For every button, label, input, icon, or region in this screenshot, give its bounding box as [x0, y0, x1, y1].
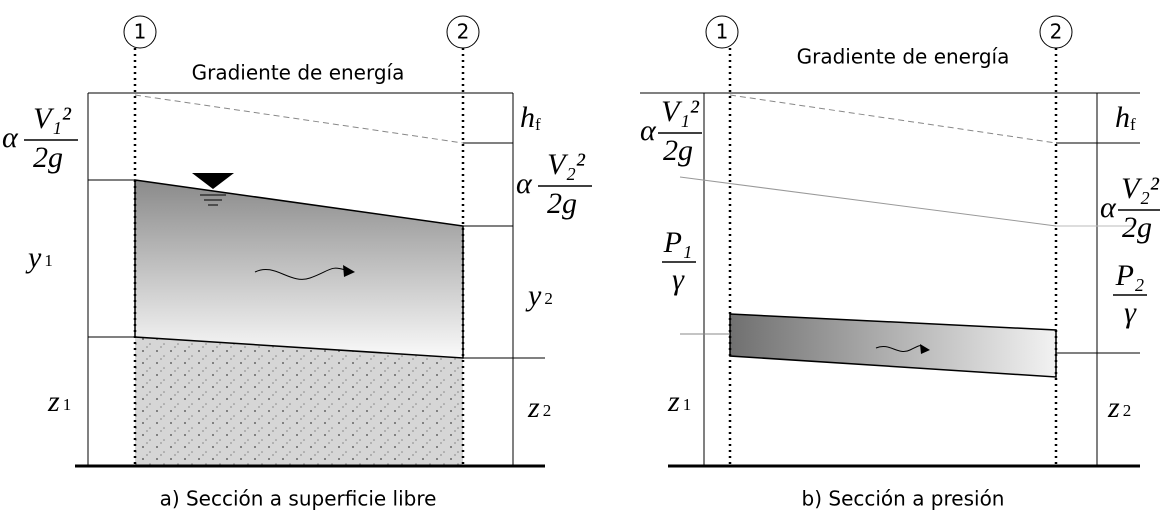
numerator: P₁ — [663, 226, 693, 259]
numerator: V₁² — [661, 95, 700, 128]
sub: 2 — [543, 401, 552, 420]
head-loss: hf — [1115, 101, 1136, 134]
alpha: α — [2, 121, 19, 154]
marker-label: 2 — [1050, 20, 1063, 44]
energy-label: Gradiente de energía — [192, 61, 405, 85]
denominator: 2g — [663, 134, 693, 167]
numerator: V₂² — [547, 148, 586, 181]
alpha: α — [640, 114, 657, 147]
panel-a: 1 2 Gradiente de energía α V₁² 2g hf α V… — [2, 16, 592, 511]
energy-label: Gradiente de energía — [797, 45, 1010, 69]
caption: a) Sección a superficie libre — [160, 487, 437, 511]
denominator: γ — [1124, 296, 1137, 329]
water-symbol — [192, 173, 234, 189]
denominator: 2g — [547, 187, 577, 220]
numerator: V₂² — [1121, 172, 1160, 205]
sub: 1 — [683, 395, 692, 414]
marker-label: 2 — [457, 20, 470, 44]
sub: f — [1130, 115, 1136, 134]
denominator: γ — [672, 263, 685, 296]
denominator: 2g — [1122, 211, 1152, 244]
piezometric-line — [680, 177, 1056, 226]
base: z — [527, 391, 540, 424]
base: y — [525, 279, 542, 312]
denominator: 2g — [33, 141, 63, 174]
water — [135, 180, 463, 358]
base: h — [1115, 101, 1130, 134]
sub: 1 — [44, 251, 53, 270]
base: z — [667, 385, 680, 418]
head-loss: hf — [520, 101, 541, 134]
sub: f — [535, 115, 541, 134]
base: z — [47, 385, 60, 418]
marker-label: 1 — [716, 20, 729, 44]
pipe — [730, 314, 1056, 377]
base: z — [1107, 391, 1120, 424]
caption: b) Sección a presión — [802, 487, 1005, 511]
sub: 1 — [63, 395, 72, 414]
base: h — [520, 101, 535, 134]
alpha: α — [516, 167, 533, 200]
sub: 2 — [1123, 401, 1132, 420]
sub: 2 — [544, 289, 553, 308]
energy-line — [135, 95, 463, 143]
base: y — [25, 241, 42, 274]
numerator: P₂ — [1115, 259, 1145, 292]
alpha: α — [1100, 191, 1117, 224]
panel-b: 1 2 Gradiente de energía α V₁² 2g hf α V… — [640, 16, 1160, 511]
numerator: V₁² — [33, 102, 72, 135]
soil — [135, 337, 463, 466]
energy-line — [730, 95, 1056, 143]
marker-label: 1 — [134, 20, 147, 44]
diagram: 1 2 Gradiente de energía α V₁² 2g hf α V… — [0, 0, 1163, 516]
